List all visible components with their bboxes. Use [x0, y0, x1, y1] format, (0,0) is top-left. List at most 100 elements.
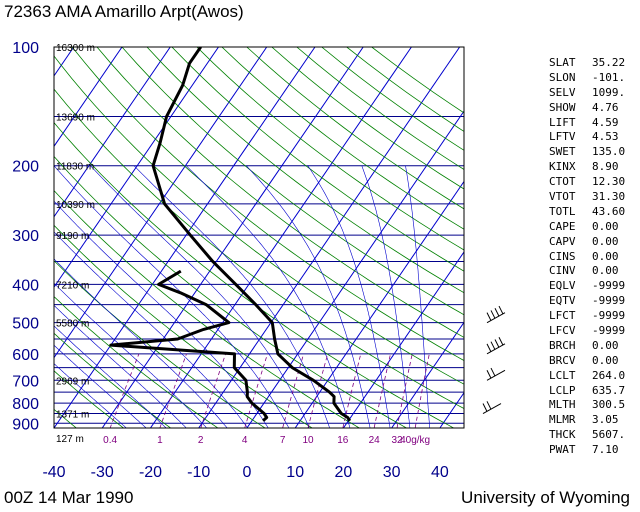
temperature-tick-label: -30	[91, 464, 114, 481]
stat-name: SLON	[549, 70, 576, 84]
dry-adiabat	[54, 55, 464, 385]
stat-name: SHOW	[549, 100, 576, 114]
stat-value: 5607.	[592, 428, 626, 442]
stat-value: 4.59	[592, 115, 619, 129]
profile-lines	[109, 47, 352, 422]
stat-value: 43.60	[592, 204, 626, 218]
stat-name: CTOT	[549, 175, 576, 189]
stat-row: CINS 0.00	[549, 250, 625, 265]
mixing-ratio-label: 7	[280, 435, 286, 446]
moist-adiabat	[361, 165, 411, 428]
stat-row: LFTV 4.53	[549, 130, 625, 145]
grid-lines	[54, 47, 464, 428]
dry-adiabat	[246, 47, 464, 210]
temperature-tick-label: 0	[242, 464, 251, 481]
stat-row: SLON -101.	[549, 71, 625, 86]
mixing-ratio-label: 32	[391, 435, 403, 446]
stat-value: 1099.	[592, 85, 626, 99]
mixing-ratio-line	[396, 353, 413, 428]
temperature-tick-label: -10	[187, 464, 210, 481]
stat-name: THCK	[549, 428, 576, 442]
temperature-tick-label: 40	[431, 464, 449, 481]
moist-adiabat	[185, 165, 351, 428]
stat-value: 300.5	[592, 398, 626, 412]
stat-value: 0.00	[592, 249, 619, 263]
stat-row: THCK 5607.	[549, 428, 625, 443]
moist-adiabat	[54, 304, 187, 428]
stat-name: CAPV	[549, 234, 576, 248]
height-label: 5580 m	[56, 319, 89, 330]
pressure-tick-label: 400	[12, 277, 39, 294]
stat-row: SWET 135.0	[549, 145, 625, 160]
stat-value: 35.22	[592, 56, 626, 69]
isotherm-line	[149, 47, 412, 428]
mixing-ratio-line	[373, 353, 391, 428]
height-label: 13690 m	[56, 112, 95, 123]
temperature-tick-label: 10	[286, 464, 304, 481]
stat-row: PWAT 7.10	[549, 443, 625, 458]
stat-row: CTOT 12.30	[549, 175, 625, 190]
mixing-ratio-label: 10	[302, 435, 314, 446]
stability-indices-table: SLAT 35.22 SLON -101. SELV 1099. SHOW 4.76 LIFT 4…	[549, 56, 625, 458]
observation-time: 00Z 14 Mar 1990	[4, 488, 134, 507]
moist-adiabat	[307, 165, 391, 428]
isotherm-line	[294, 180, 464, 428]
stat-row: CAPE 0.00	[549, 220, 625, 235]
isotherm-line	[54, 47, 316, 428]
stat-row: MLTH 300.5	[549, 398, 625, 413]
isotherm-line	[101, 47, 364, 428]
chart-title: 72363 AMA Amarillo Arpt(Awos)	[4, 2, 244, 21]
stat-name: EQLV	[549, 279, 576, 293]
mixing-ratio-line	[307, 353, 329, 428]
stat-row: SELV 1099.	[549, 86, 625, 101]
moist-adiabat	[54, 282, 208, 428]
dry-adiabat	[171, 47, 464, 272]
pressure-tick-label: 900	[12, 416, 39, 433]
stat-value: 135.0	[592, 145, 626, 159]
mixing-ratio-label: 1	[157, 435, 163, 446]
temperature-tick-label: -20	[139, 464, 162, 481]
stat-name: BRCV	[549, 353, 576, 367]
plot-frame	[53, 46, 465, 429]
mixing-ratio-label: 40g/kg	[400, 435, 430, 446]
stat-row: EQLV -9999	[549, 279, 625, 294]
stat-value: 4.76	[592, 100, 619, 114]
stat-row: SHOW 4.76	[549, 101, 625, 116]
stat-value: 3.05	[592, 413, 619, 427]
stat-name: VTOT	[549, 190, 576, 204]
dry-adiabat	[54, 408, 77, 428]
dry-adiabat	[54, 296, 219, 428]
moist-adiabat	[246, 165, 371, 428]
stat-name: LFCT	[549, 309, 576, 323]
stat-value: -9999	[592, 279, 626, 293]
isotherm-line	[391, 321, 464, 428]
stat-row: KINX 8.90	[549, 160, 625, 175]
data-source: University of Wyoming	[461, 488, 630, 507]
stat-value: 264.0	[592, 368, 626, 382]
dewpoint-profile	[109, 269, 269, 422]
stat-value: 7.10	[592, 443, 619, 457]
pressure-tick-label: 700	[12, 373, 39, 390]
stat-value: 0.00	[592, 264, 619, 278]
stat-row: LIFT 4.59	[549, 116, 625, 131]
pressure-tick-label: 200	[12, 159, 39, 176]
mixing-ratio-label: 0.4	[103, 435, 117, 446]
moist-adiabat	[90, 165, 310, 428]
height-label: 7210 m	[56, 280, 89, 291]
dry-adiabat	[54, 260, 266, 428]
stat-name: KINX	[549, 160, 576, 174]
dry-adiabat	[146, 47, 464, 294]
stat-row: TOTL 43.60	[549, 205, 625, 220]
dry-adiabat	[221, 47, 464, 230]
stat-row: EQTV -9999	[549, 294, 625, 309]
stat-value: 4.53	[592, 130, 619, 144]
stat-row: SLAT 35.22	[549, 56, 625, 71]
moist-adiabat	[405, 165, 431, 428]
stat-name: LCLP	[549, 383, 576, 397]
height-label: 16300 m	[56, 43, 95, 54]
stat-row: LFCT -9999	[549, 309, 625, 324]
moist-adiabat	[54, 258, 228, 428]
dry-adiabat	[54, 155, 408, 428]
wind-barb	[486, 367, 506, 381]
dry-adiabat	[121, 47, 464, 316]
